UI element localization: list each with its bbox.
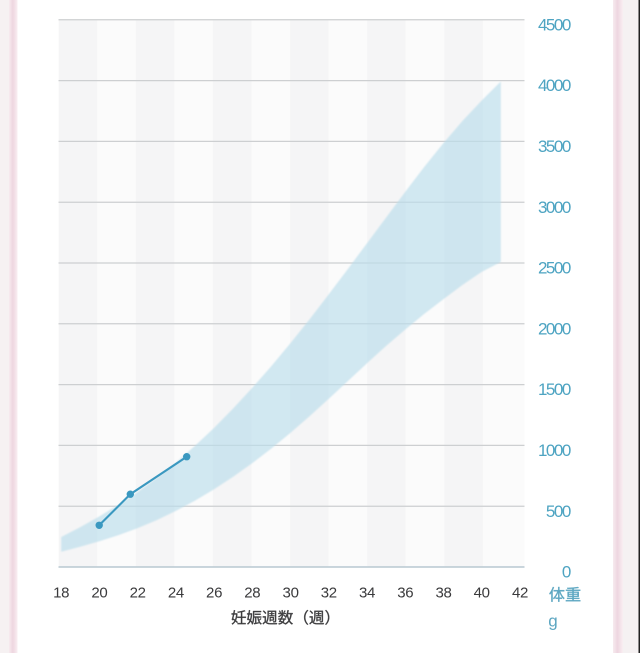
svg-text:36: 36: [397, 584, 413, 601]
svg-text:4000: 4000: [538, 76, 571, 95]
svg-text:40: 40: [474, 584, 490, 601]
svg-text:26: 26: [206, 584, 222, 601]
svg-text:2500: 2500: [538, 259, 571, 278]
svg-text:24: 24: [168, 584, 184, 601]
svg-text:30: 30: [283, 584, 299, 601]
svg-text:28: 28: [244, 584, 260, 601]
svg-text:18: 18: [53, 584, 69, 601]
svg-text:32: 32: [321, 584, 337, 601]
svg-text:20: 20: [91, 584, 107, 601]
svg-text:0: 0: [562, 563, 571, 582]
svg-text:42: 42: [512, 584, 528, 601]
svg-text:2000: 2000: [538, 319, 571, 338]
svg-text:1000: 1000: [538, 441, 571, 460]
svg-text:500: 500: [546, 502, 571, 521]
svg-text:3500: 3500: [538, 137, 571, 156]
svg-text:g: g: [548, 611, 557, 630]
svg-text:34: 34: [359, 584, 375, 601]
svg-text:4500: 4500: [538, 15, 571, 34]
svg-text:3000: 3000: [538, 198, 571, 217]
svg-text:38: 38: [435, 584, 451, 601]
svg-text:22: 22: [130, 584, 146, 601]
svg-text:1500: 1500: [538, 380, 571, 399]
